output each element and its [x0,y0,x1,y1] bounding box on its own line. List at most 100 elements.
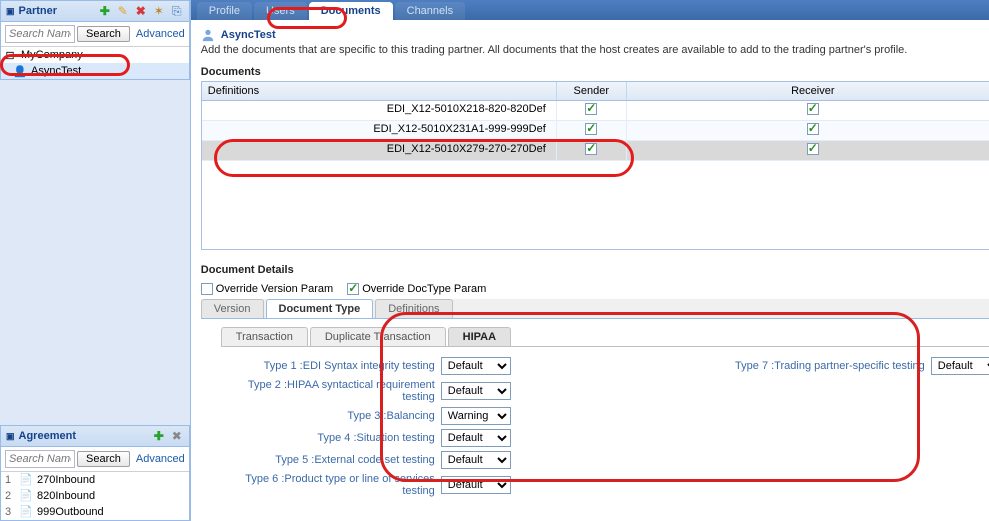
add-icon[interactable]: ✚ [152,429,166,443]
hipaa-row: Type 5 :External code set testingDefault… [221,451,511,469]
hipaa-row: Type 6 :Product type or line of services… [221,473,511,497]
partner-title: Partner [19,5,58,17]
sub-tabs: VersionDocument TypeDefinitions [201,299,989,319]
sub-tab-definitions[interactable]: Definitions [375,299,452,318]
sender-checkbox[interactable] [585,143,597,155]
hipaa-select[interactable]: DefaultWarningErrorIgnore [441,429,511,447]
agreement-advanced-link[interactable]: Advanced [132,453,185,465]
override-version-checkbox[interactable] [201,283,213,295]
inner-tabs: TransactionDuplicate TransactionHIPAA [221,327,989,347]
document-icon: 📄 [19,489,33,503]
sender-checkbox[interactable] [585,103,597,115]
content: AsyncTest Add the documents that are spe… [191,20,989,521]
partner-search-button[interactable]: Search [77,26,130,42]
collapse-icon[interactable]: ▣ [6,6,15,17]
sidebar-item-partner[interactable]: ⊟MyCompany [1,47,189,63]
star-icon[interactable]: ✶ [152,4,166,18]
hipaa-row: Type 3 :BalancingDefaultWarningErrorIgno… [221,407,511,425]
top-tabs: ProfileUsersDocumentsChannels [191,0,989,20]
hipaa-left-col: Type 1 :EDI Syntax integrity testingDefa… [221,357,511,497]
user-icon [201,28,215,42]
partner-search-input[interactable] [5,25,75,43]
hipaa-select[interactable]: DefaultWarningErrorIgnore [441,451,511,469]
receiver-checkbox[interactable] [807,103,819,115]
override-doctype-checkbox[interactable] [347,283,359,295]
export-icon[interactable]: ⎘ [170,4,184,18]
agreement-panel: ▣ Agreement ✚ ✖ Search Advanced 1📄270Inb… [0,425,190,521]
col-sender[interactable]: Sender [557,82,627,100]
tab-documents[interactable]: Documents [309,2,393,20]
minus-icon: ⊟ [3,48,17,62]
sender-checkbox[interactable] [585,123,597,135]
main: ProfileUsersDocumentsChannels AsyncTest … [191,0,989,521]
delete-icon[interactable]: ✖ [134,4,148,18]
agreement-search-input[interactable] [5,450,75,468]
edit-icon[interactable]: ✎ [116,4,130,18]
inner-tab-hipaa[interactable]: HIPAA [448,327,511,346]
col-definitions[interactable]: Definitions [202,82,557,100]
table-row[interactable]: EDI_X12-5010X279-270-270Def [202,141,989,161]
documents-table-header: Definitions Sender Receiver [202,82,989,101]
tab-profile[interactable]: Profile [197,2,252,20]
table-row[interactable]: EDI_X12-5010X231A1-999-999Def [202,121,989,141]
hipaa-row: Type 4 :Situation testingDefaultWarningE… [221,429,511,447]
tool-icon[interactable]: ✖ [170,429,184,443]
partner-panel-header: ▣ Partner ✚ ✎ ✖ ✶ ⎘ [1,1,189,22]
hipaa-row: Type 7 :Trading partner-specific testing… [711,357,989,375]
agreement-search-button[interactable]: Search [77,451,130,467]
hipaa-select[interactable]: DefaultWarningErrorIgnore [441,382,511,400]
agreement-title: Agreement [19,430,76,442]
partner-panel: ▣ Partner ✚ ✎ ✖ ✶ ⎘ Search Advanced ⊟MyC… [0,0,190,80]
sidebar-item-partner[interactable]: 👤AsyncTest [1,63,189,79]
collapse-icon[interactable]: ▣ [6,431,15,442]
override-version-label[interactable]: Override Version Param [201,283,333,295]
hipaa-label: Type 1 :EDI Syntax integrity testing [221,360,441,372]
add-icon[interactable]: ✚ [98,4,112,18]
col-receiver[interactable]: Receiver [627,82,989,100]
sub-tab-document-type[interactable]: Document Type [266,299,374,318]
hipaa-select[interactable]: DefaultWarningErrorIgnore [441,476,511,494]
documents-table-body: EDI_X12-5010X218-820-820DefEDI_X12-5010X… [202,101,989,249]
hipaa-label: Type 4 :Situation testing [221,432,441,444]
override-doctype-label[interactable]: Override DocType Param [347,283,486,295]
hipaa-label: Type 6 :Product type or line of services… [221,473,441,497]
agreement-item[interactable]: 3📄999Outbound [1,504,189,520]
override-row: Override Version Param Override DocType … [201,279,989,299]
hipaa-right-col: Type 7 :Trading partner-specific testing… [711,357,989,497]
agreement-search-row: Search Advanced [1,447,189,472]
agreement-item[interactable]: 1📄270Inbound [1,472,189,488]
user-icon: 👤 [13,64,27,78]
agreement-list: 1📄270Inbound2📄820Inbound3📄999Outbound [1,472,189,520]
agreement-item[interactable]: 2📄820Inbound [1,488,189,504]
hipaa-label: Type 3 :Balancing [221,410,441,422]
sidebar: ▣ Partner ✚ ✎ ✖ ✶ ⎘ Search Advanced ⊟MyC… [0,0,191,521]
page-title: AsyncTest [221,29,276,41]
hipaa-select[interactable]: DefaultWarningErrorIgnore [441,357,511,375]
hipaa-form: Type 1 :EDI Syntax integrity testingDefa… [201,347,989,507]
agreement-panel-header: ▣ Agreement ✚ ✖ [1,426,189,447]
receiver-checkbox[interactable] [807,123,819,135]
details-section-title: Document Details [201,264,989,276]
hipaa-row: Type 1 :EDI Syntax integrity testingDefa… [221,357,511,375]
hipaa-label: Type 2 :HIPAA syntactical requirement te… [221,379,441,403]
table-row[interactable]: EDI_X12-5010X218-820-820Def [202,101,989,121]
inner-tab-transaction[interactable]: Transaction [221,327,308,346]
document-icon: 📄 [19,473,33,487]
page-title-row: AsyncTest [201,28,989,42]
hipaa-label: Type 5 :External code set testing [221,454,441,466]
page-description: Add the documents that are specific to t… [201,44,989,56]
partner-tree: ⊟MyCompany👤AsyncTest [1,47,189,79]
documents-table: Definitions Sender Receiver EDI_X12-5010… [201,81,989,250]
hipaa-select[interactable]: DefaultWarningErrorIgnore [931,357,989,375]
tab-channels[interactable]: Channels [395,2,465,20]
partner-advanced-link[interactable]: Advanced [132,28,185,40]
tab-users[interactable]: Users [254,2,307,20]
documents-section-title: Documents [201,66,989,78]
inner-tab-duplicate-transaction[interactable]: Duplicate Transaction [310,327,446,346]
sub-tab-version[interactable]: Version [201,299,264,318]
document-icon: 📄 [19,505,33,519]
hipaa-row: Type 2 :HIPAA syntactical requirement te… [221,379,511,403]
hipaa-select[interactable]: DefaultWarningErrorIgnore [441,407,511,425]
receiver-checkbox[interactable] [807,143,819,155]
hipaa-label: Type 7 :Trading partner-specific testing [711,360,931,372]
